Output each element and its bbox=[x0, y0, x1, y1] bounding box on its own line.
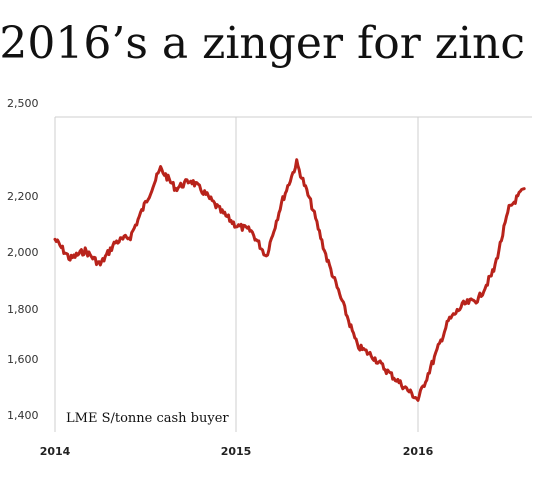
zinc-price-line bbox=[53, 158, 526, 402]
chart-title: 2016’s a zinger for zinc bbox=[0, 18, 525, 69]
chart-annotation: LME S/tonne cash buyer bbox=[66, 411, 229, 426]
y-tick-label: 2,200 bbox=[7, 190, 39, 203]
y-tick-label: 1,600 bbox=[7, 353, 39, 366]
y-tick-label: 1,800 bbox=[7, 303, 39, 316]
x-tick-label: 2014 bbox=[40, 445, 71, 458]
x-axis-ticks: 2014 2015 2016 bbox=[40, 445, 434, 458]
grid-layer bbox=[54, 116, 532, 432]
x-tick-label: 2015 bbox=[221, 445, 252, 458]
y-tick-label: 2,000 bbox=[7, 246, 39, 259]
x-tick-label: 2016 bbox=[403, 445, 434, 458]
y-axis-ticks: 2,500 2,200 2,000 1,800 1,600 1,400 bbox=[7, 97, 39, 422]
y-tick-label: 2,500 bbox=[7, 97, 39, 110]
y-tick-label: 1,400 bbox=[7, 409, 39, 422]
